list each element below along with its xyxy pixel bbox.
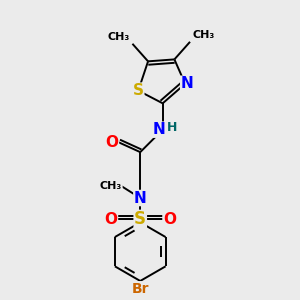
Text: H: H [167, 121, 178, 134]
Text: O: O [105, 135, 119, 150]
Text: CH₃: CH₃ [107, 32, 130, 42]
Text: O: O [163, 212, 176, 227]
Text: N: N [134, 190, 147, 206]
Text: O: O [104, 212, 118, 227]
Text: N: N [181, 76, 194, 91]
Text: CH₃: CH₃ [193, 30, 215, 40]
Text: Br: Br [131, 282, 149, 296]
Text: N: N [152, 122, 165, 137]
Text: S: S [134, 211, 146, 229]
Text: S: S [133, 83, 144, 98]
Text: CH₃: CH₃ [100, 181, 122, 191]
